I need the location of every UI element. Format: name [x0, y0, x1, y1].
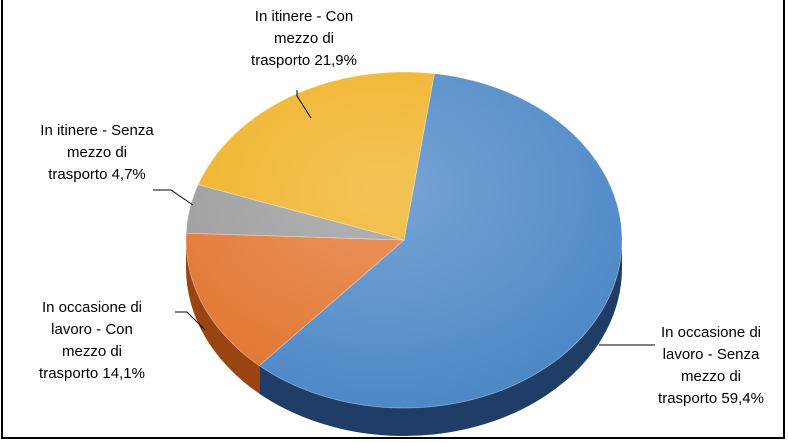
leader-lines [153, 90, 655, 346]
slice-label-in-itinere-senza-mezzo: In itinere - Senza mezzo di trasporto 4,… [40, 122, 154, 183]
pie-sides [186, 240, 622, 436]
slice-label-in-occasione-senza-mezzo: In occasione di lavoro - Senza mezzo di … [658, 324, 764, 407]
slice-label-in-itinere-con-mezzo: In itinere - Con mezzo di trasporto 21,9… [251, 8, 357, 69]
slice-label-in-occasione-con-mezzo: In occasione di lavoro - Con mezzo di tr… [39, 299, 145, 382]
pie-chart [153, 71, 655, 436]
leader-line-in-itinere-senza-mezzo-di-trasporto-4-7 [153, 189, 194, 206]
pie-highlight [186, 72, 622, 408]
leader-line-in-occasione-di-lavoro-con-mezzo-di-trasporto-14-1 [175, 311, 206, 331]
leader-line-in-itinere-con-mezzo-di-trasporto-21-9 [296, 90, 312, 119]
pie-side-in-occasione-di-lavoro-senza-mezzo-di-trasporto-59-4 [259, 240, 622, 436]
pie-side-in-occasione-di-lavoro-con-mezzo-di-trasporto-14-1 [186, 240, 260, 394]
